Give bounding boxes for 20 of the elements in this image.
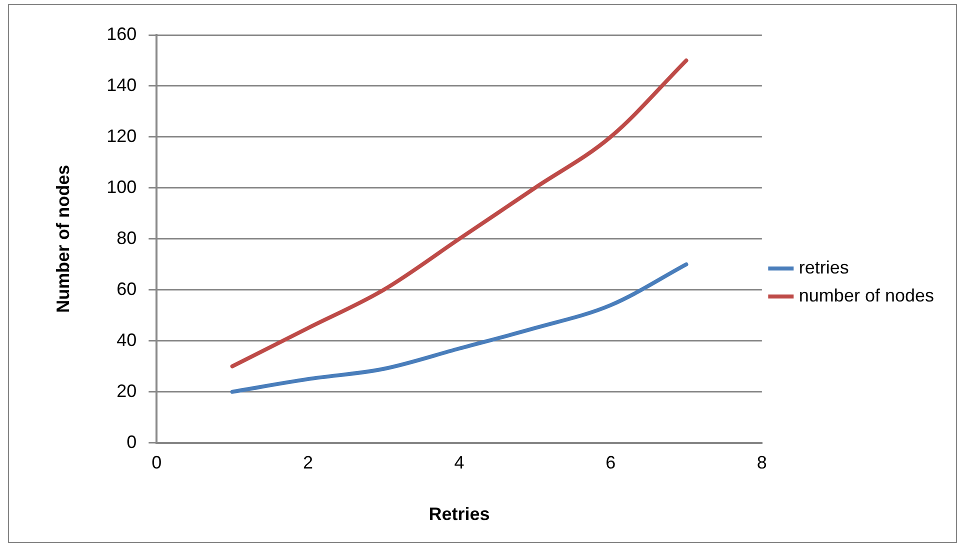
y-tick-label: 0	[126, 432, 137, 452]
y-tick-label: 60	[116, 278, 137, 299]
y-tick-label: 20	[116, 380, 137, 401]
y-tick-label: 160	[106, 24, 137, 44]
y-axis-title: Number of nodes	[52, 164, 73, 313]
y-tick-label: 140	[106, 74, 137, 95]
x-tick-label: 6	[606, 452, 616, 473]
x-axis-title: Retries	[428, 504, 490, 524]
y-tick-label: 40	[116, 330, 137, 350]
x-tick-label: 2	[302, 452, 313, 473]
y-tick-label: 80	[116, 228, 137, 248]
legend-label: retries	[798, 257, 849, 278]
line-series	[230, 58, 688, 368]
legend-label: number of nodes	[798, 285, 934, 306]
x-tick-label: 4	[454, 452, 464, 473]
line-series	[230, 262, 688, 394]
y-tick-label: 100	[106, 176, 137, 197]
x-tick-label: 0	[152, 452, 162, 473]
x-tick-label: 8	[756, 452, 767, 473]
y-tick-label: 120	[106, 126, 137, 146]
